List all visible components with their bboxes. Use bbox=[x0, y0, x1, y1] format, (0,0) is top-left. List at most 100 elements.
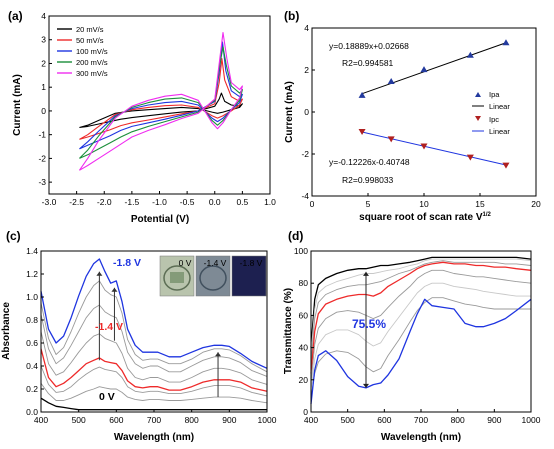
panel-b-frame bbox=[311, 27, 537, 197]
abs-curve-7 bbox=[40, 258, 268, 369]
ipc-point-0 bbox=[358, 129, 366, 136]
curve-label-18v: -1.8 V bbox=[113, 257, 141, 269]
panel-d-xtick-label: 800 bbox=[451, 415, 465, 425]
trans-curve-6 bbox=[310, 297, 531, 398]
panel-a-ytick-label: 2 bbox=[41, 58, 46, 68]
panel-a-ytick-label: -2 bbox=[38, 153, 46, 163]
panel-c-xtick-label: 600 bbox=[109, 415, 123, 425]
panel-a-xtick-label: -2.5 bbox=[69, 197, 84, 207]
inset-photo-18v: -1.8 V bbox=[231, 255, 267, 297]
legend-label-20: 20 mV/s bbox=[76, 25, 104, 34]
panel-b-ytick-label: 0 bbox=[304, 107, 309, 117]
panel-d-curves bbox=[310, 256, 532, 404]
panel-c-xtick-label: 1000 bbox=[258, 415, 277, 425]
fit-line-1 bbox=[361, 131, 507, 166]
inset-label-0v: 0 V bbox=[179, 258, 192, 268]
legend-label-300: 300 mV/s bbox=[76, 69, 108, 78]
panel-c-xtick-label: 800 bbox=[185, 415, 199, 425]
panel-b-ticks: 0 5 10 15 20 -4 -2 0 2 4 bbox=[301, 23, 541, 209]
panel-c-ylabel: Absorbance bbox=[1, 302, 12, 360]
inset-photo-0v: 0 V bbox=[159, 255, 195, 297]
abs-curve-0 bbox=[40, 397, 267, 411]
panel-d-frame bbox=[310, 250, 532, 413]
panel-c-ytick-label: 1.4 bbox=[26, 246, 38, 256]
ipa-point-1 bbox=[387, 78, 395, 85]
trans-curve-3 bbox=[310, 261, 532, 374]
panel-a-ticks: -3.0 -2.5 -2.0 -1.5 -1.0 -0.5 0.0 0.5 1.0 -3 -2 -1 0… bbox=[38, 11, 276, 207]
panel-b-xtick-label: 10 bbox=[419, 199, 429, 209]
panel-label-c: (c) bbox=[6, 229, 21, 243]
panel-c-ticks: 400 500 600 700 800 900 1000 0.0 0.2 0.4 0.6 0.8 1.0… bbox=[26, 246, 277, 425]
panel-c-xtick-label: 400 bbox=[34, 415, 48, 425]
ipa-point-4 bbox=[502, 39, 510, 46]
panel-b-xlabel: square root of scan rate V1/2 bbox=[359, 212, 491, 223]
panel-a-xtick-label: 0.5 bbox=[236, 197, 248, 207]
legend-label-ipc-linear: Linear bbox=[489, 127, 510, 136]
panel-d-xtick-label: 400 bbox=[304, 415, 318, 425]
cv-curve-3 bbox=[79, 46, 243, 159]
panel-a-xtick-label: 1.0 bbox=[264, 197, 276, 207]
ipa-point-3 bbox=[466, 51, 474, 58]
panel-a-xtick-label: -2.0 bbox=[97, 197, 112, 207]
abs-curve-3 bbox=[40, 348, 268, 392]
trans-curve-4 bbox=[310, 269, 532, 384]
trans-curve-5 bbox=[310, 282, 531, 392]
legend-label-ipa-linear: Linear bbox=[489, 102, 510, 111]
trans-curve-1 bbox=[310, 258, 532, 355]
panel-label-d: (d) bbox=[288, 229, 303, 243]
panel-a-ytick-label: 0 bbox=[41, 106, 46, 116]
abs-curve-4 bbox=[40, 331, 268, 385]
panel-b-marks bbox=[358, 39, 510, 169]
ipc-point-1 bbox=[387, 136, 395, 143]
panel-label-a: (a) bbox=[8, 9, 23, 23]
fit-equation-ipc: y=-0.12226x-0.40748 bbox=[329, 157, 410, 167]
panel-a-xtick-label: 0.0 bbox=[209, 197, 221, 207]
fit-line-0 bbox=[361, 42, 507, 95]
panel-a-ytick-label: 1 bbox=[41, 82, 46, 92]
legend-marker-ipc bbox=[475, 116, 481, 121]
panel-c-ytick-label: 0.2 bbox=[26, 384, 38, 394]
panel-a-ytick-label: -1 bbox=[38, 130, 46, 140]
inset-photo-14v: -1.4 V bbox=[195, 255, 231, 297]
panel-b-linear-fit: 0 5 10 15 20 -4 -2 0 2 4 y=0.18889x+0.02668 R2=0.… bbox=[284, 23, 541, 223]
panel-d-xtick-label: 500 bbox=[341, 415, 355, 425]
panel-c-ytick-label: 0.6 bbox=[26, 338, 38, 348]
panel-c-ytick-label: 1.0 bbox=[26, 292, 38, 302]
panel-d-ytick-label: 20 bbox=[299, 375, 309, 385]
panel-b-xtick-label: 0 bbox=[310, 199, 315, 209]
panel-b-ytick-label: 4 bbox=[304, 23, 309, 33]
panel-b-xlabel-main: square root of scan rate V bbox=[359, 212, 483, 223]
legend-label-50: 50 mV/s bbox=[76, 36, 104, 45]
cv-curve-4 bbox=[78, 32, 243, 171]
panel-a-ytick-label: 4 bbox=[41, 11, 46, 21]
panel-a-curves bbox=[78, 32, 243, 171]
panel-d-xtick-label: 900 bbox=[487, 415, 501, 425]
panel-a-ytick-label: 3 bbox=[41, 35, 46, 45]
abs-arrow-2-head bbox=[215, 352, 222, 357]
panel-d-xtick-label: 600 bbox=[377, 415, 391, 425]
trans-curve-0 bbox=[310, 256, 532, 348]
abs-curve-5 bbox=[40, 304, 268, 377]
panel-c-xlabel: Wavelength (nm) bbox=[114, 432, 194, 443]
panel-c-xtick-label: 700 bbox=[147, 415, 161, 425]
legend-marker-ipa bbox=[475, 92, 481, 97]
ipc-point-3 bbox=[466, 154, 474, 161]
panel-a-xtick-label: -1.5 bbox=[125, 197, 140, 207]
fit-r2-ipa: R2=0.994581 bbox=[342, 58, 394, 68]
panel-c-ytick-label: 0.0 bbox=[26, 407, 38, 417]
panel-b-legend: Ipa Linear Ipc Linear bbox=[472, 90, 510, 136]
ipc-point-2 bbox=[420, 143, 428, 150]
panel-a-xlabel: Potential (V) bbox=[131, 214, 189, 225]
panel-a-legend: 20 mV/s 50 mV/s 100 mV/s 200 mV/s 300 mV… bbox=[57, 25, 108, 78]
panel-d-ticks: 400 500 600 700 800 900 1000 0 20 40 60 80 100 bbox=[294, 246, 541, 425]
trans-arrow-head-top bbox=[363, 271, 369, 276]
panel-a-xtick-label: -0.5 bbox=[180, 197, 195, 207]
panel-a-ylabel: Current (mA) bbox=[12, 74, 23, 136]
abs-arrow-0-head bbox=[96, 271, 103, 276]
curve-label-0v: 0 V bbox=[99, 391, 115, 403]
trans-curve-2 bbox=[310, 260, 532, 364]
ipa-point-0 bbox=[358, 91, 366, 98]
abs-curve-6 bbox=[40, 280, 268, 373]
panel-b-xtick-label: 20 bbox=[531, 199, 541, 209]
